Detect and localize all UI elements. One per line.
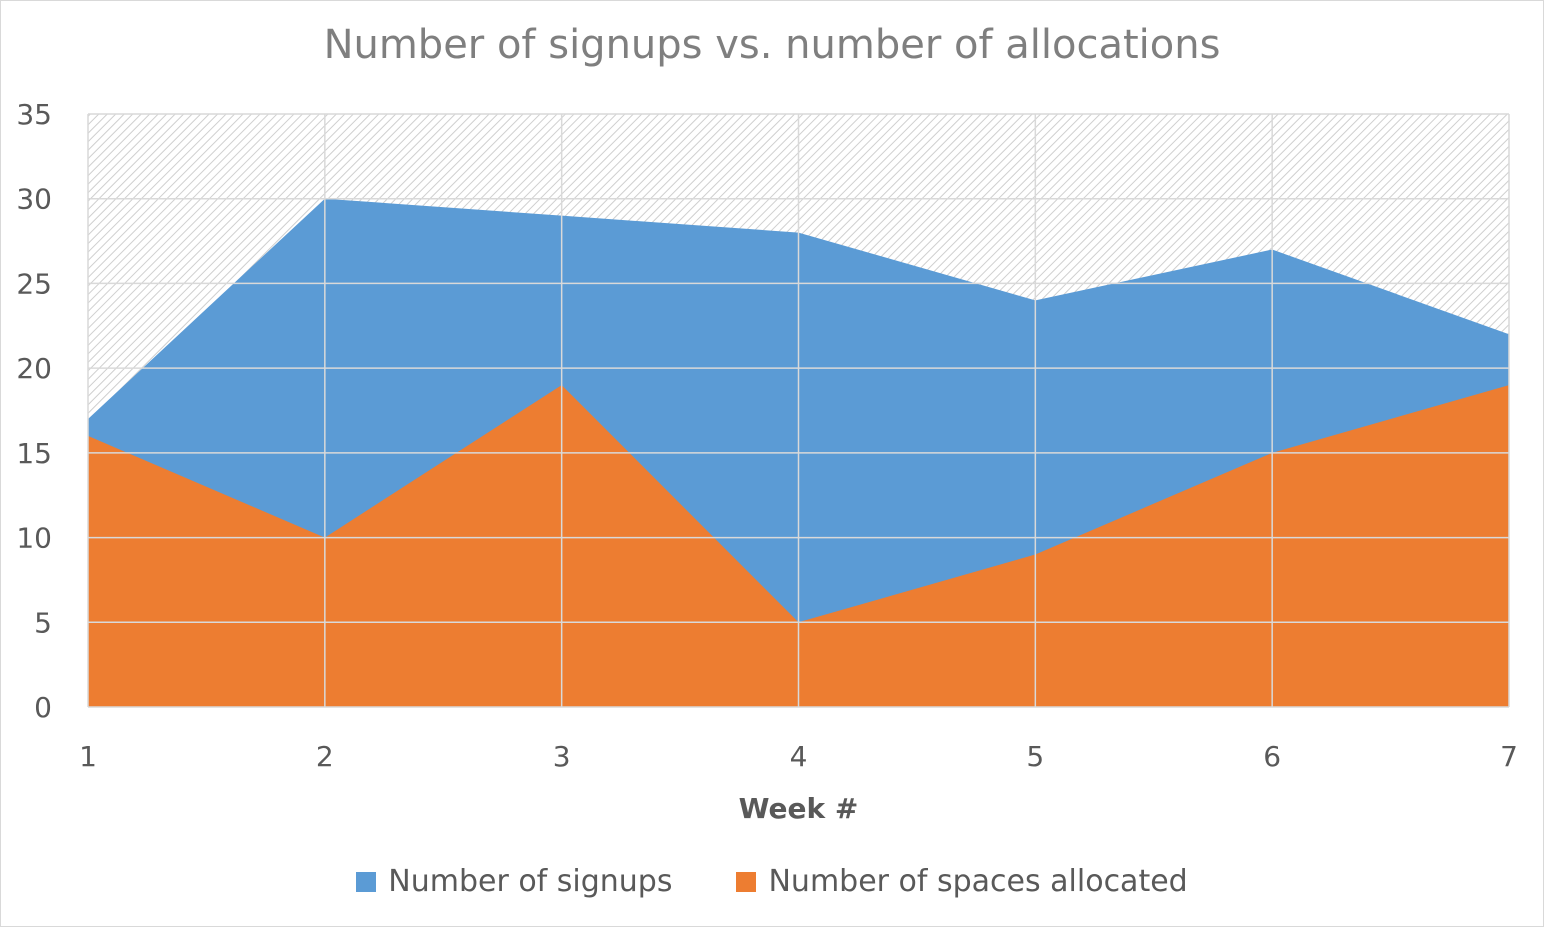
y-tick-label: 5 <box>34 606 52 639</box>
chart-title: Number of signups vs. number of allocati… <box>323 22 1221 68</box>
x-tick-label: 1 <box>79 740 97 773</box>
legend: Number of signups Number of spaces alloca… <box>0 864 1544 899</box>
x-axis-label: Week # <box>739 792 859 825</box>
x-tick-label: 4 <box>790 740 808 773</box>
y-tick-label: 30 <box>16 183 52 216</box>
y-tick-label: 20 <box>16 352 52 385</box>
legend-label: Number of spaces allocated <box>768 864 1188 899</box>
x-tick-label: 5 <box>1026 740 1044 773</box>
y-tick-label: 10 <box>16 522 52 555</box>
legend-item-1: Number of signups <box>356 864 672 899</box>
legend-swatch <box>356 871 377 892</box>
y-tick-label: 35 <box>16 98 52 131</box>
y-tick-label: 25 <box>16 267 52 300</box>
x-tick-label: 3 <box>553 740 571 773</box>
legend-swatch <box>736 871 757 892</box>
x-tick-label: 6 <box>1263 740 1281 773</box>
x-tick-label: 2 <box>316 740 334 773</box>
legend-item-2: Number of spaces allocated <box>736 864 1188 899</box>
x-tick-label: 7 <box>1500 740 1518 773</box>
legend-label: Number of signups <box>388 864 673 899</box>
area-series-2 <box>88 385 1509 707</box>
y-tick-label: 0 <box>34 691 52 724</box>
y-tick-label: 15 <box>16 437 52 470</box>
